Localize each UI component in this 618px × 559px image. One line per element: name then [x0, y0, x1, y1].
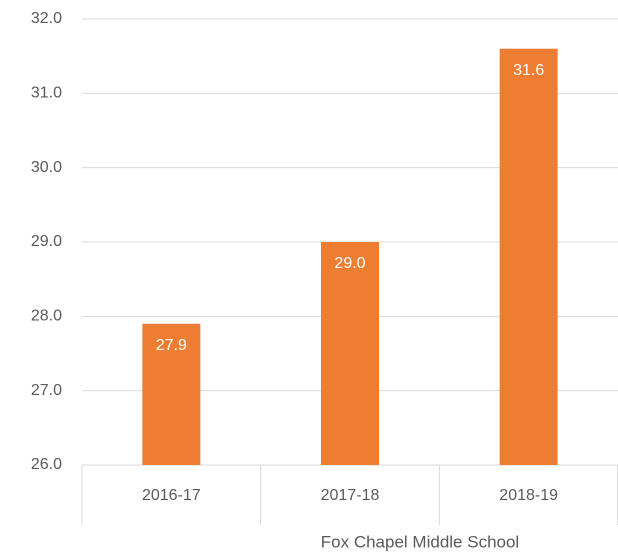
- y-tick-label: 31.0: [31, 85, 62, 102]
- data-label: 29.0: [334, 255, 365, 272]
- bar: [499, 48, 558, 465]
- data-label: 31.6: [513, 62, 544, 79]
- x-tick-label: 2018-19: [499, 487, 558, 504]
- y-tick-label: 29.0: [31, 233, 62, 250]
- bar: [142, 323, 201, 465]
- bar: [321, 242, 379, 465]
- y-tick-label: 32.0: [31, 10, 62, 27]
- y-tick-label: 28.0: [31, 308, 62, 325]
- x-tick-label: 2017-18: [321, 487, 380, 504]
- y-tick-label: 27.0: [31, 382, 62, 399]
- data-label: 27.9: [156, 337, 187, 354]
- y-tick-label: 26.0: [31, 456, 62, 473]
- x-axis-title: Fox Chapel Middle School: [321, 532, 519, 551]
- x-tick-label: 2016-17: [142, 487, 201, 504]
- y-tick-label: 30.0: [31, 159, 62, 176]
